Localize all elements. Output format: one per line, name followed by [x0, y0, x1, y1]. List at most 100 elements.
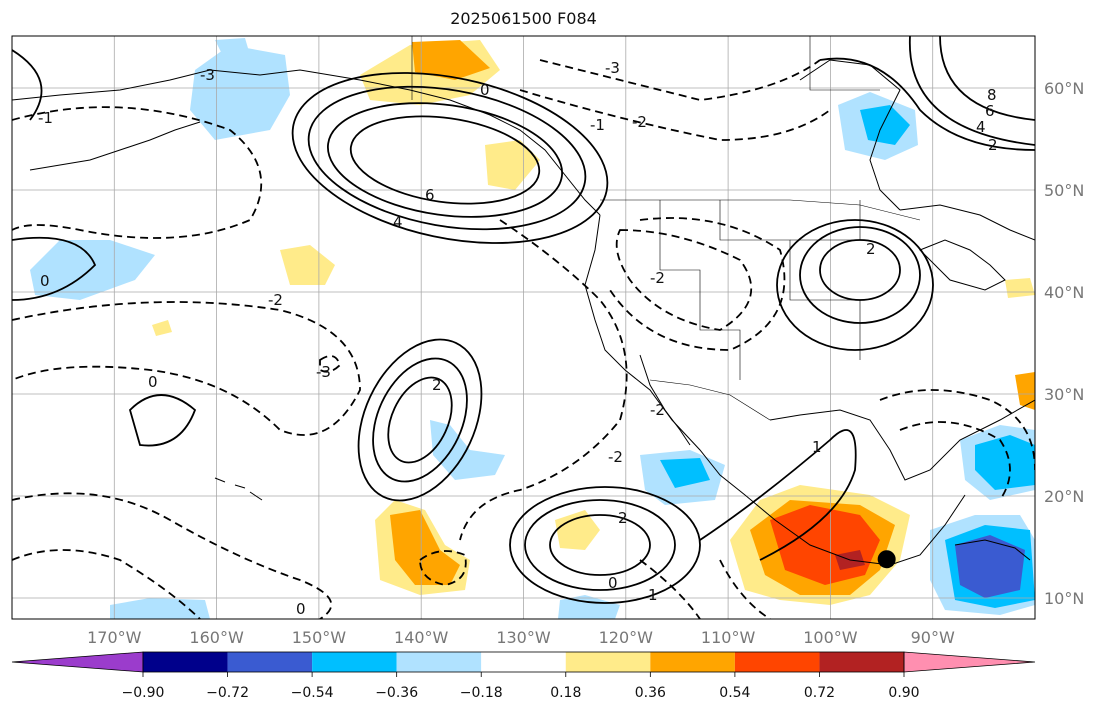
shaded-region	[190, 45, 290, 140]
contour-label: -2	[608, 448, 623, 466]
colorbar-tick-label: 0.72	[804, 685, 835, 701]
contour-label: -2	[650, 269, 665, 287]
contour-line	[357, 338, 483, 502]
colorbar-tick-label: 0.90	[888, 685, 919, 701]
contour-label: 6	[985, 102, 995, 120]
contour-label: 0	[40, 272, 50, 290]
colorbar-tick-label: −0.36	[375, 685, 418, 701]
contour-label: 4	[393, 213, 403, 231]
shaded-region	[152, 320, 172, 336]
longitude-label: 140°W	[394, 628, 449, 647]
contour-line	[549, 514, 651, 576]
contour-label: 0	[296, 600, 306, 618]
contour-line	[776, 219, 934, 351]
contour-label: 2	[618, 509, 628, 527]
contour-label: 0	[480, 81, 490, 99]
contour-line	[509, 486, 701, 604]
shaded-region	[280, 245, 335, 285]
colorbar-tick-label: −0.90	[122, 685, 165, 701]
contour-line	[12, 236, 97, 301]
contour-label: 2	[988, 136, 998, 154]
shaded-region	[110, 598, 210, 619]
colorbar-segment	[819, 652, 904, 672]
coastline-west-north-america	[584, 214, 966, 566]
contour-line	[609, 217, 786, 351]
colorbar-tick-label: −0.18	[460, 685, 503, 701]
contour-line	[12, 492, 333, 619]
contour-line	[372, 357, 468, 483]
graticule	[12, 36, 1035, 619]
latitude-label: 50°N	[1044, 181, 1084, 200]
point-marker	[877, 550, 896, 569]
contour-label: 0	[148, 373, 158, 391]
shaded-region	[955, 535, 1025, 598]
shaded-region	[860, 105, 910, 145]
colorbar-segment	[650, 652, 735, 672]
border-states-2	[719, 200, 861, 360]
longitude-label: 160°W	[189, 628, 244, 647]
colorbar-tick-label: −0.72	[206, 685, 249, 701]
map-title: 2025061500 F084	[450, 9, 597, 28]
contour-line	[307, 85, 587, 231]
contour-line	[879, 389, 1035, 471]
colorbar-segment	[312, 652, 397, 672]
shaded-region	[412, 40, 490, 80]
shaded-region	[215, 38, 250, 60]
contour-label: 6	[425, 186, 435, 204]
latitude-label: 20°N	[1044, 487, 1084, 506]
coastline-aleutians	[29, 121, 201, 171]
contour-label: -1	[38, 109, 53, 127]
coastline-east	[899, 204, 1035, 241]
border-states-4	[809, 36, 880, 91]
contour-label: 2	[432, 376, 442, 394]
contour-label: -2	[650, 401, 665, 419]
contour-line	[939, 36, 1035, 121]
coastline-hudson	[799, 59, 901, 211]
shaded-region	[1015, 372, 1035, 410]
hawaii-islands	[214, 477, 263, 501]
border-us-mexico	[649, 379, 771, 421]
contour-line	[524, 499, 676, 591]
contour-layer-dashed	[12, 59, 1035, 619]
contour-line	[519, 89, 831, 141]
colorbar-extend-low	[11, 651, 144, 673]
longitude-label: 150°W	[292, 628, 347, 647]
shaded-region	[1005, 278, 1035, 298]
contour-line	[899, 421, 1011, 501]
contour-label: 0	[608, 574, 618, 592]
colorbar-segment	[396, 652, 482, 672]
longitude-labels: 170°W 160°W 150°W 140°W 130°W 120°W 110°W 100°W…	[87, 628, 955, 647]
contour-line	[639, 559, 701, 619]
contour-line	[12, 106, 263, 239]
contour-label: -3	[200, 66, 215, 84]
latitude-label: 30°N	[1044, 385, 1084, 404]
coastline-baja	[639, 354, 691, 446]
coastline-alaska	[12, 69, 601, 216]
contour-line	[12, 301, 361, 436]
border-layer	[411, 36, 921, 421]
contour-line	[699, 429, 857, 561]
contour-line	[819, 57, 1035, 151]
shading-layer	[30, 38, 1035, 619]
border-canada-us	[600, 199, 921, 221]
map-content: -3 -3 -3 -2 -2 -2 -2 -2 -1 -1 0 0 0 0 0 …	[12, 36, 1035, 619]
contour-label: 1	[812, 438, 822, 456]
shaded-region	[975, 435, 1035, 490]
contour-line	[719, 559, 771, 619]
latitude-label: 40°N	[1044, 283, 1084, 302]
contour-label: -2	[268, 291, 283, 309]
shaded-region	[390, 510, 460, 585]
shaded-region	[555, 510, 600, 550]
contour-line	[12, 49, 43, 121]
colorbar-tick-label: −0.54	[291, 685, 334, 701]
longitude-label: 130°W	[496, 628, 551, 647]
longitude-label: 90°W	[911, 628, 955, 647]
contour-line	[349, 115, 541, 205]
contour-label: -1	[590, 116, 605, 134]
contour-label: 8	[987, 86, 997, 104]
longitude-label: 110°W	[701, 628, 756, 647]
colorbar-extend-high	[903, 651, 1036, 673]
contour-line	[319, 355, 342, 373]
longitude-label: 100°W	[803, 628, 858, 647]
